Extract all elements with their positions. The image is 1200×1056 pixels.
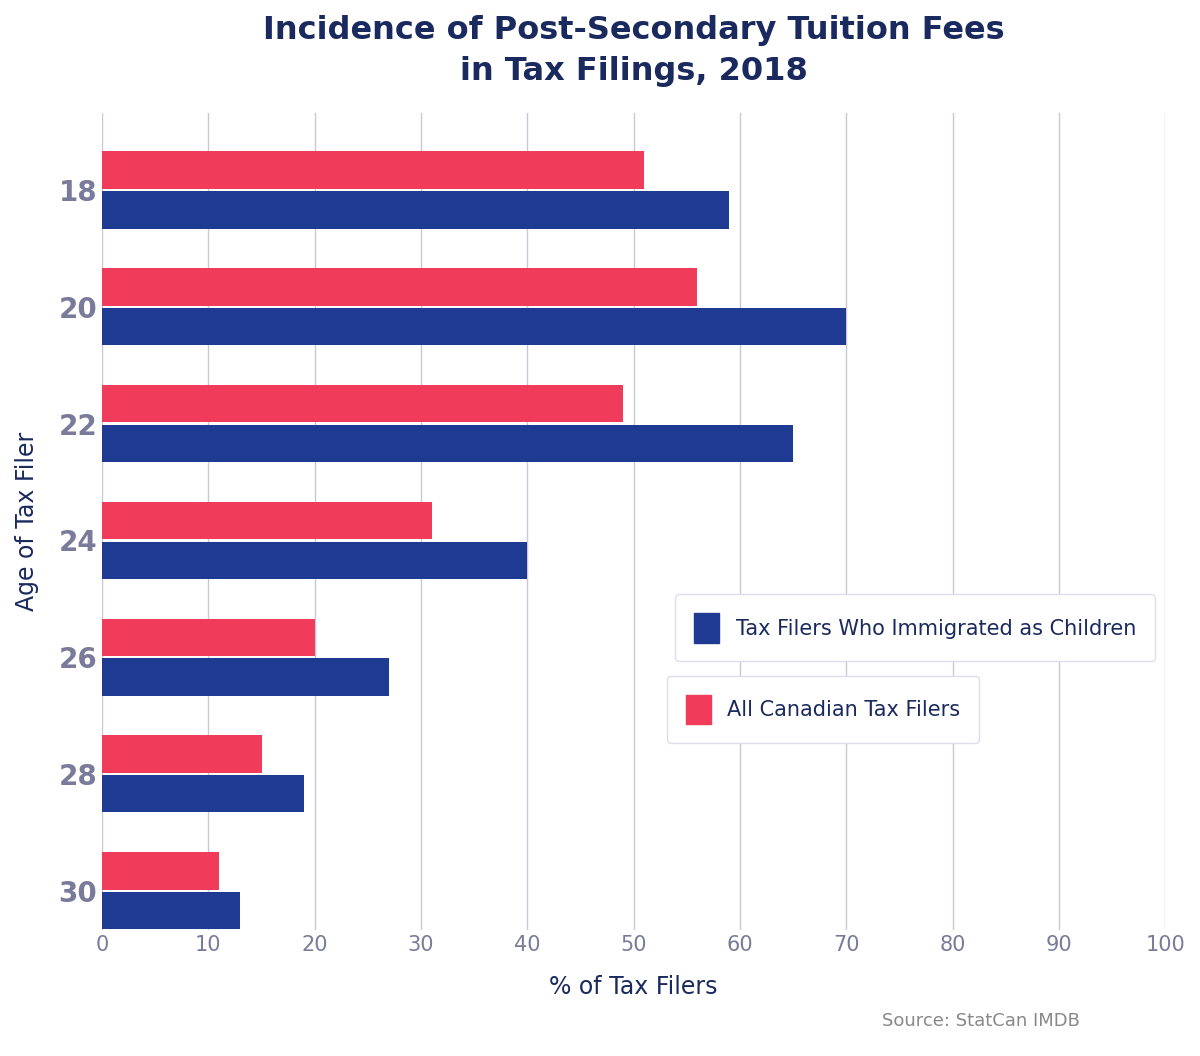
Bar	[102, 735, 262, 773]
Bar	[102, 892, 240, 929]
Bar	[102, 852, 218, 889]
Bar	[102, 268, 697, 305]
Bar	[102, 502, 432, 540]
Legend: All Canadian Tax Filers: All Canadian Tax Filers	[667, 676, 979, 743]
Bar	[102, 385, 623, 422]
Bar	[102, 542, 527, 579]
Title: Incidence of Post-Secondary Tuition Fees
in Tax Filings, 2018: Incidence of Post-Secondary Tuition Fees…	[263, 15, 1004, 87]
X-axis label: % of Tax Filers: % of Tax Filers	[550, 975, 718, 999]
Bar	[102, 151, 644, 189]
Bar	[102, 658, 389, 696]
Bar	[102, 308, 846, 345]
Bar	[102, 619, 314, 656]
Y-axis label: Age of Tax Filer: Age of Tax Filer	[14, 432, 38, 611]
Bar	[102, 191, 730, 228]
Bar	[102, 425, 793, 463]
Text: Source: StatCan IMDB: Source: StatCan IMDB	[882, 1012, 1080, 1030]
Bar	[102, 775, 304, 812]
